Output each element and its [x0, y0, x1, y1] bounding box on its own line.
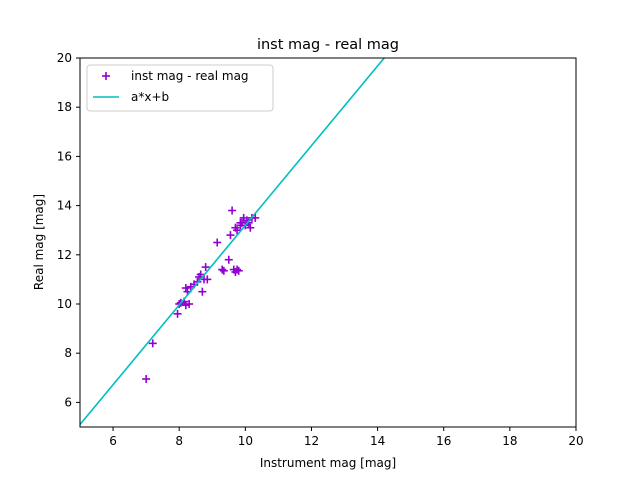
data-point [198, 287, 207, 296]
data-point [224, 255, 233, 264]
legend: inst mag - real mag a*x+b [86, 64, 274, 112]
data-point [218, 265, 227, 274]
y-tick-label: 12 [57, 248, 72, 262]
legend-marker-swatch [102, 72, 110, 80]
x-tick-label: 14 [370, 434, 385, 448]
y-tick-label: 6 [64, 395, 72, 409]
y-tick-label: 20 [57, 51, 72, 65]
data-point [219, 266, 228, 275]
data-point [196, 270, 205, 279]
y-tick-label: 16 [57, 149, 72, 163]
x-tick-label: 8 [175, 434, 183, 448]
y-tick-label: 14 [57, 199, 72, 213]
x-tick-label: 6 [109, 434, 117, 448]
legend-label: a*x+b [131, 90, 169, 104]
data-point [213, 238, 222, 247]
data-point [201, 263, 210, 272]
x-tick-label: 10 [238, 434, 253, 448]
legend-item: inst mag - real mag [102, 69, 249, 83]
x-tick-label: 18 [502, 434, 517, 448]
data-point [203, 275, 212, 284]
series-layer [80, 58, 385, 426]
data-point [246, 223, 255, 232]
legend-box [86, 64, 274, 112]
data-point [148, 339, 157, 348]
y-tick-label: 10 [57, 297, 72, 311]
data-point [226, 231, 235, 240]
chart-title: inst mag - real mag [257, 37, 399, 53]
y-tick-label: 8 [64, 346, 72, 360]
data-point [173, 309, 182, 318]
y-tick-label: 18 [57, 100, 72, 114]
data-point [233, 265, 242, 274]
plot-frame [79, 57, 577, 428]
x-tick-label: 12 [304, 434, 319, 448]
data-point [181, 284, 190, 293]
legend-item: a*x+b [93, 90, 169, 104]
data-point [251, 213, 260, 222]
data-point [185, 300, 194, 308]
data-point [233, 226, 242, 235]
data-point [228, 206, 237, 215]
x-axis-label: Instrument mag [mag] [260, 456, 396, 470]
x-tick-label: 20 [568, 434, 583, 448]
data-point [234, 266, 243, 275]
x-tick-label: 16 [436, 434, 451, 448]
axis-ticks: 6 8 10 12 14 16 18 20 6 8 10 12 14 16 18 20 [57, 51, 584, 448]
y-axis-label: Real mag [mag] [32, 194, 46, 290]
fit-line [80, 58, 385, 426]
data-point [142, 375, 151, 384]
legend-label: inst mag - real mag [131, 69, 249, 83]
